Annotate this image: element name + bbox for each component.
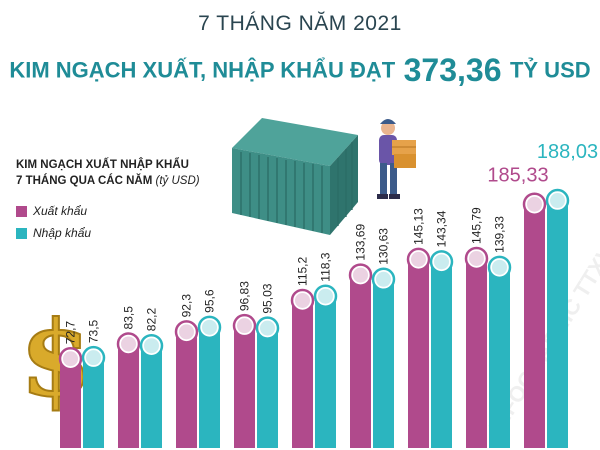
bar-cap-inner [121,336,136,351]
bar-cap-inner [202,320,217,335]
bar-cap-inner [179,324,194,339]
bar-body [350,275,371,448]
bar-import-2: 95,6 [199,289,220,448]
container-icon [232,118,358,235]
bar-body [547,201,568,448]
bar-export-4: 115,2 [292,256,313,448]
bar-import-5: 130,63 [373,228,394,448]
bar-cap-inner [260,321,275,336]
bar-body [199,327,220,448]
bar-body [257,328,278,448]
bar-export-2: 92,3 [176,294,197,448]
bar-body [83,358,104,448]
bar-body [234,326,255,448]
bar-body [431,262,452,448]
bar-cap-inner [411,252,426,267]
bar-body [292,300,313,448]
label-import-7: 139,33 [493,216,507,253]
bar-import-1: 82,2 [141,308,162,448]
bar-import-3: 95,03 [257,283,278,448]
label-export-7: 145,79 [470,207,484,244]
label-import-3: 95,03 [261,283,275,313]
bar-cap-inner [295,293,310,308]
bar-import-6: 143,34 [431,210,452,448]
label-import-6: 143,34 [435,210,449,247]
label-import-0: 73,5 [87,319,101,343]
bar-cap-inner [237,318,252,333]
bar-export-1: 83,5 [118,306,139,448]
bar-cap-inner [434,254,449,269]
bar-cap-inner [376,272,391,287]
label-export-2: 92,3 [180,294,194,318]
bar-body [524,204,545,448]
label-export-6: 145,13 [412,208,426,245]
bar-export-3: 96,83 [234,281,255,448]
bar-body [176,332,197,448]
bar-cap-inner [63,351,78,366]
bar-cap-inner [469,251,484,266]
label-import-4: 118,3 [319,252,333,281]
bar-cap-inner [318,289,333,304]
label-export-4: 115,2 [296,256,310,285]
bar-import-0: 73,5 [83,319,104,448]
bar-cap-inner [492,260,507,275]
bar-cap-inner [550,193,565,208]
label-export-3: 96,83 [238,281,252,311]
bar-body [60,359,81,448]
bar-export-7: 145,79 [466,207,487,448]
bar-body [373,279,394,448]
label-export-5: 133,69 [354,224,368,261]
bar-body [141,346,162,448]
bar-import-4: 118,3 [315,252,336,448]
bar-import-7: 139,33 [489,216,510,448]
bar-body [466,258,487,448]
bar-cap-inner [353,268,368,283]
bar-cap-inner [86,350,101,365]
label-import-8: 188,03 [537,141,598,163]
bar-body [408,259,429,448]
bar-export-5: 133,69 [350,224,371,448]
label-export-1: 83,5 [122,306,136,330]
bar-cap-inner [144,338,159,353]
label-export-8: 185,33 [487,165,548,187]
label-import-5: 130,63 [377,228,391,265]
label-import-2: 95,6 [203,289,217,313]
bar-body [489,267,510,448]
bar-cap-inner [527,197,542,212]
label-export-0: 72,7 [63,321,77,345]
worker-icon [377,119,416,199]
bar-body [315,296,336,448]
bar-body [118,344,139,448]
bar-import-8: 188,03 [537,141,598,448]
bar-export-6: 145,13 [408,208,429,448]
label-import-1: 82,2 [145,308,159,332]
